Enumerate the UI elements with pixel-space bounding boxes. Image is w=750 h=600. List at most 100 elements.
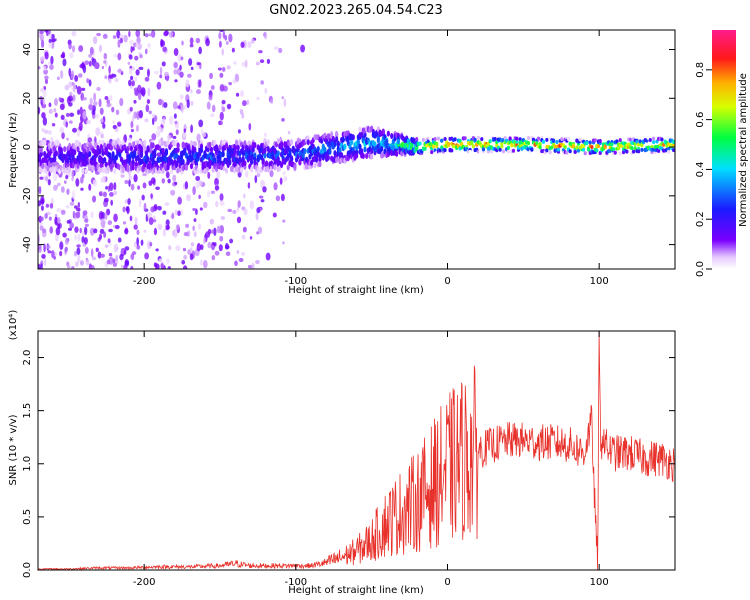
heatmap-band-cell (78, 141, 82, 148)
heatmap-noise-cell (76, 244, 81, 248)
heatmap-noise-cell (83, 237, 88, 245)
heatmap-noise-cell (141, 194, 145, 201)
heatmap-band-cell (396, 138, 400, 145)
heatmap-noise-cell (138, 66, 144, 71)
heatmap-band-cell (39, 167, 43, 174)
heatmap-noise-cell (151, 133, 157, 141)
heatmap-band-cell (146, 145, 150, 152)
heatmap-noise-cell (150, 193, 153, 199)
heatmap-noise-cell (146, 68, 150, 78)
heatmap-noise-cell (41, 103, 47, 109)
heatmap-noise-cell (76, 247, 81, 256)
heatmap-band-cell (598, 139, 602, 144)
heatmap-band-cell (518, 137, 522, 142)
heatmap-noise-cell (106, 103, 111, 108)
heatmap-band-cell (84, 159, 88, 166)
heatmap-noise-cell (60, 209, 66, 215)
heatmap-band-cell (113, 167, 117, 174)
heatmap-band-cell (39, 146, 43, 153)
heatmap-band-cell (640, 147, 644, 152)
heatmap-noise-cell (219, 193, 224, 202)
heatmap-noise-cell (59, 126, 65, 134)
heatmap-noise-cell (193, 231, 197, 238)
heatmap-noise-cell (88, 183, 92, 191)
heatmap-noise-cell (48, 108, 53, 114)
heatmap-band-cell (208, 141, 212, 148)
heatmap-noise-cell (162, 46, 167, 53)
heatmap-noise-cell (114, 224, 120, 230)
heatmap-noise-cell (54, 112, 58, 118)
heatmap-noise-cell (219, 84, 225, 92)
heatmap-noise-cell (65, 175, 69, 180)
heatmap-band-cell (563, 145, 567, 150)
heatmap-band-cell (470, 141, 474, 146)
heatmap-noise-cell (153, 262, 158, 268)
heatmap-noise-cell (175, 224, 180, 230)
heatmap-noise-cell (260, 199, 265, 203)
heatmap-noise-cell (156, 264, 159, 269)
heatmap-noise-cell (64, 246, 68, 253)
heatmap-band-cell (288, 148, 292, 155)
heatmap-noise-cell (247, 182, 251, 189)
heatmap-band-cell (241, 155, 245, 162)
heatmap-noise-cell (62, 232, 67, 238)
heatmap-band-cell (581, 147, 586, 152)
heatmap-noise-cell (117, 237, 122, 243)
heatmap-noise-cell (224, 34, 228, 41)
heatmap-noise-cell (39, 176, 44, 180)
heatmap-noise-cell (273, 182, 278, 191)
heatmap-noise-cell (207, 241, 212, 249)
heatmap-noise-cell (177, 105, 181, 109)
heatmap-band-cell (54, 150, 58, 157)
heatmap-noise-cell (147, 211, 152, 219)
heatmap-noise-cell (262, 186, 267, 193)
heatmap-noise-cell (269, 170, 274, 178)
heatmap-noise-cell (148, 217, 154, 225)
heatmap-noise-cell (241, 112, 245, 119)
heatmap-band-cell (234, 139, 239, 146)
heatmap-noise-cell (69, 222, 75, 229)
heatmap-noise-cell (131, 66, 136, 71)
heatmap-noise-cell (281, 96, 284, 100)
heatmap-band-cell (263, 147, 267, 154)
heatmap-noise-cell (80, 62, 86, 69)
heatmap-band-cell (530, 147, 534, 152)
heatmap-noise-cell (238, 257, 244, 263)
heatmap-band-cell (611, 147, 616, 152)
heatmap-noise-cell (162, 228, 167, 238)
heatmap-noise-cell (66, 219, 71, 224)
heatmap-band-cell (224, 167, 229, 174)
heatmap-noise-cell (79, 106, 83, 116)
heatmap-noise-cell (129, 215, 133, 222)
heatmap-noise-cell (135, 69, 140, 76)
heatmap-noise-cell (255, 259, 260, 265)
heatmap-noise-cell (113, 182, 117, 191)
heatmap-noise-cell (251, 38, 255, 44)
heatmap-noise-cell (128, 54, 133, 60)
heatmap-noise-cell (110, 199, 113, 206)
heatmap-noise-cell (198, 194, 201, 200)
heatmap-band-cell (98, 148, 102, 155)
heatmap-noise-cell (100, 118, 104, 124)
heatmap-band-cell (156, 144, 160, 151)
heatmap-band-cell (565, 150, 569, 155)
heatmap-noise-cell (80, 87, 86, 91)
heatmap-noise-cell (212, 242, 216, 246)
heatmap-band-cell (531, 137, 536, 142)
heatmap-noise-cell (161, 178, 166, 184)
heatmap-band-cell (468, 149, 472, 154)
heatmap-band-cell (336, 140, 340, 147)
heatmap-noise-cell (143, 229, 147, 233)
heatmap-noise-cell (217, 67, 222, 71)
heatmap-noise-cell (185, 79, 190, 88)
heatmap-noise-cell (258, 50, 263, 54)
heatmap-band-cell (588, 140, 592, 145)
snr-series-line (38, 331, 675, 570)
heatmap-band-cell (635, 139, 639, 144)
heatmap-noise-cell (266, 58, 271, 65)
heatmap-band-cell (233, 148, 237, 155)
heatmap-noise-cell (54, 216, 58, 226)
heatmap-band-cell (108, 152, 112, 159)
heatmap-noise-cell (49, 202, 54, 209)
heatmap-noise-cell (40, 199, 45, 204)
